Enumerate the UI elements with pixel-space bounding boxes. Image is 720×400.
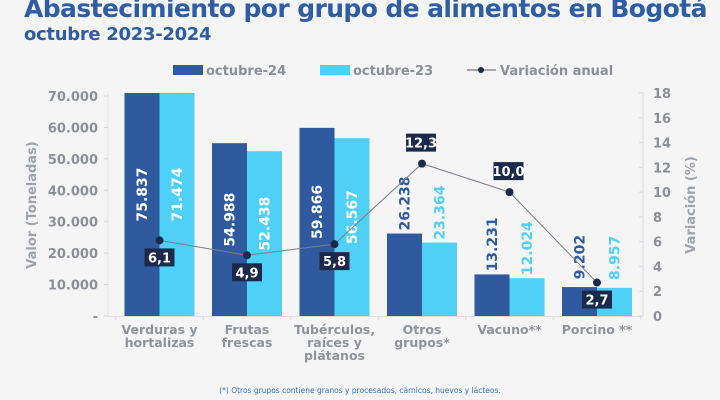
bar-value-label: 56.567 (345, 190, 361, 244)
bar-value-label: 9.202 (573, 235, 589, 279)
axes: - 10.000 20.000 30.000 40.000 50.000 60.000 70.… (25, 87, 699, 325)
variation-label: 5,8 (323, 255, 346, 270)
variation-marker (155, 236, 164, 245)
bar-octubre-24-0 (124, 93, 160, 316)
category-label-line: plátanos (304, 348, 365, 363)
bar-value-label: 13.231 (485, 217, 501, 271)
variation-label-box (582, 290, 612, 309)
category-label-line: frescas (222, 335, 273, 350)
legend-swatch-octubre-24 (173, 65, 203, 75)
category-label-line: Verduras y (121, 322, 197, 337)
legend-marker-variacion (478, 67, 484, 73)
bar-value-label: 75.837 (135, 167, 151, 221)
bar-octubre-24-4 (474, 274, 510, 316)
y-tick-label: 30.000 (48, 216, 98, 231)
y2-tick-label: 18 (653, 87, 671, 102)
bar-value-label: 59.866 (310, 185, 326, 239)
legend: octubre-24 octubre-23 Variación anual (173, 64, 613, 79)
bar-value-label: 71.474 (170, 167, 186, 221)
y2-axis-title: Variación (%) (684, 156, 699, 254)
category-label: Otros grupos* (394, 322, 450, 350)
bar-octubre-24-2 (299, 127, 335, 316)
variation-marker (418, 159, 426, 168)
y2-tick-label: 10 (653, 186, 671, 201)
variation-label: 4,9 (235, 266, 258, 281)
bar-octubre-24-1 (212, 143, 247, 316)
category-label: Verduras y hortalizas (121, 322, 197, 350)
category-label: Tubérculos, raíces y plátanos (294, 322, 375, 363)
category-label-line: Vacuno** (477, 322, 542, 337)
variation-line: 6,1 4,9 5,8 12,3 10,0 2,7 (144, 133, 612, 309)
category-label-line: grupos* (394, 335, 450, 350)
variation-label-box (144, 248, 175, 267)
variation-label-box (406, 133, 436, 152)
y2-tick-label: 16 (653, 112, 671, 127)
variation-label-box (232, 263, 262, 282)
category-label-line: Frutas (225, 322, 270, 337)
variation-marker (593, 278, 601, 287)
bar-octubre-23-4 (509, 278, 545, 316)
y-tick-label: 70.000 (48, 90, 98, 105)
bar-octubre-23-0 (159, 93, 195, 316)
bar-value-label: 54.988 (223, 193, 239, 247)
category-label: Porcino ** (562, 322, 633, 337)
bar-value-label: 26.238 (398, 177, 414, 231)
footnote: (*) Otros grupos contiene granos y proce… (219, 386, 501, 395)
bar-octubre-23-1 (247, 151, 282, 316)
category-label-line: raíces y (307, 335, 362, 350)
y-tick-label: 40.000 (48, 184, 98, 199)
y2-tick-label: 14 (653, 137, 671, 152)
variation-label-box (493, 162, 524, 181)
legend-label-variacion: Variación anual (500, 64, 613, 79)
y2-tick-label: 12 (653, 161, 671, 176)
variation-label: 6,1 (148, 251, 171, 266)
category-labels: Verduras y hortalizas Frutas frescas Tubércu… (121, 322, 632, 363)
bar-octubre-23-3 (422, 242, 457, 316)
y2-tick-label: 6 (653, 236, 662, 251)
y-tick-label: 50.000 (48, 153, 98, 168)
bar-value-label: 52.438 (258, 197, 274, 251)
variation-line-path (159, 163, 598, 283)
variation-label-box (319, 252, 350, 271)
y-tick-label: - (93, 310, 98, 325)
legend-swatch-octubre-23 (320, 65, 350, 75)
bar-value-label: 8.957 (608, 236, 624, 280)
y2-tick-label: 8 (653, 211, 662, 226)
y2-tick-label: 4 (653, 260, 662, 275)
y2-tick-label: 0 (653, 310, 662, 325)
legend-label-octubre-23: octubre-23 (353, 64, 433, 79)
bar-octubre-24-3 (387, 233, 422, 316)
variation-label: 12,3 (405, 137, 437, 152)
category-label-line: Otros (403, 322, 442, 337)
category-label: Vacuno** (477, 322, 542, 337)
variation-marker (330, 240, 339, 249)
category-label-line: Porcino ** (562, 322, 633, 337)
y2-tick-label: 2 (653, 285, 662, 300)
bar-octubre-23-2 (334, 138, 370, 316)
y-tick-label: 60.000 (48, 121, 98, 136)
chart-title: Abastecimiento por grupo de alimentos en… (24, 0, 707, 23)
category-label: Frutas frescas (222, 322, 273, 350)
variation-marker (243, 251, 251, 260)
category-label-line: hortalizas (125, 335, 195, 350)
variation-marker (505, 188, 514, 197)
bar-value-label: 23.364 (433, 185, 449, 239)
y-axis-title: Valor (Toneladas) (25, 141, 40, 269)
y-tick-label: 20.000 (48, 247, 98, 262)
bar-value-label: 12.024 (520, 221, 536, 275)
variation-label: 10,0 (492, 165, 524, 180)
y-tick-label: 10.000 (48, 279, 98, 294)
chart-subtitle: octubre 2023-2024 (24, 24, 212, 45)
category-label-line: Tubérculos, (294, 322, 375, 337)
legend-label-octubre-24: octubre-24 (206, 64, 286, 79)
variation-label: 2,7 (585, 294, 608, 309)
